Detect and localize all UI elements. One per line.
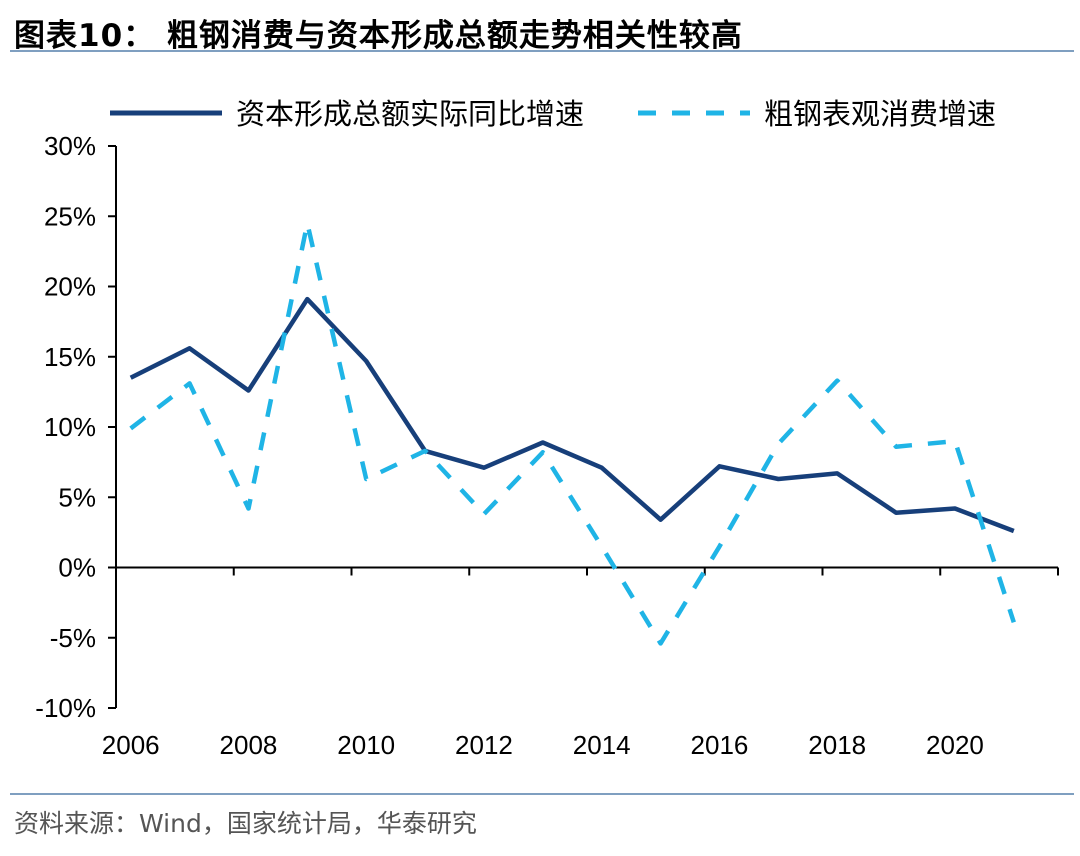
y-tick-label: 10% xyxy=(44,412,96,442)
plot-series xyxy=(129,221,1016,646)
footer-divider xyxy=(10,793,1074,795)
y-tick-label: 20% xyxy=(44,272,96,302)
legend-label-investment: 资本形成总额实际同比增速 xyxy=(236,98,584,131)
line-chart: 资本形成总额实际同比增速 粗钢表观消费增速 -10% -5% 0% 5% 10% 15% 2… xyxy=(35,98,1059,760)
y-tick-label: 0% xyxy=(58,553,96,583)
x-tick-label: 2008 xyxy=(220,730,278,760)
axes: -10% -5% 0% 5% 10% 15% 20% 25% 30% 2006 2008 2010 20… xyxy=(35,131,1059,760)
x-tick-label: 2006 xyxy=(102,730,160,760)
y-tick-label: 25% xyxy=(44,201,96,231)
x-tick-label: 2018 xyxy=(808,730,866,760)
y-tick-label: 30% xyxy=(44,131,96,161)
chart-title: 图表10： 粗钢消费与资本形成总额走势相关性较高 xyxy=(14,18,743,54)
legend-label-steel: 粗钢表观消费增速 xyxy=(764,98,996,131)
series-line-investment xyxy=(129,296,1015,534)
x-tick-label: 2012 xyxy=(455,730,513,760)
x-tick-label: 2020 xyxy=(926,730,984,760)
y-tick-label: -10% xyxy=(35,693,96,723)
x-tick-label: 2016 xyxy=(691,730,749,760)
x-tick-label: 2010 xyxy=(337,730,395,760)
y-tick-label: -5% xyxy=(50,623,96,653)
source-note: 资料来源：Wind，国家统计局，华泰研究 xyxy=(14,809,477,838)
series-line-steel xyxy=(129,221,1016,646)
y-tick-label: 15% xyxy=(44,342,96,372)
legend: 资本形成总额实际同比增速 粗钢表观消费增速 xyxy=(110,98,996,131)
x-tick-label: 2014 xyxy=(573,730,631,760)
title-divider xyxy=(10,50,1074,52)
y-tick-label: 5% xyxy=(58,482,96,512)
